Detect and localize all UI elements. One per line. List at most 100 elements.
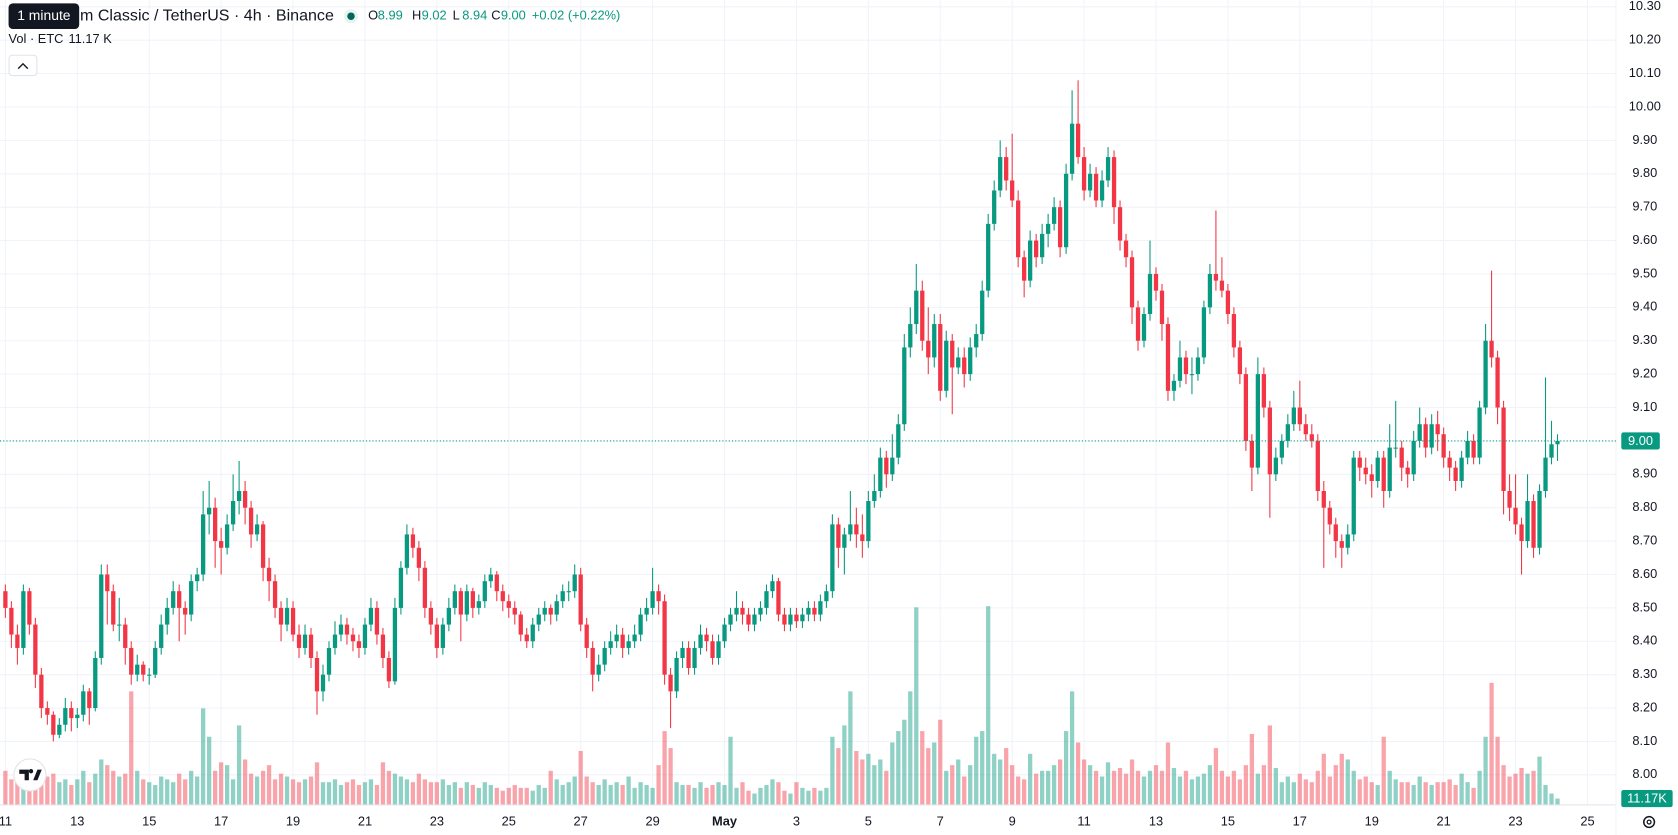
volume-bar: [932, 742, 937, 805]
candle-body: [135, 664, 140, 675]
candle-body: [356, 641, 362, 648]
volume-bar: [45, 776, 50, 805]
price-pane: [3, 80, 1560, 742]
candle-body: [812, 607, 817, 615]
candle-body: [1537, 491, 1542, 548]
candle-body: [1243, 374, 1249, 441]
volume-bar: [1399, 782, 1404, 805]
volume-bar: [1477, 770, 1482, 805]
y-tick-label: 8.90: [1632, 466, 1657, 481]
logo-circle[interactable]: [13, 758, 47, 792]
logo-dot[interactable]: [28, 769, 34, 774]
volume-bar: [266, 765, 272, 805]
candle-body: [1351, 457, 1356, 535]
candle-body: [830, 524, 835, 592]
candle-body: [1417, 424, 1422, 441]
volume-bar: [920, 731, 925, 805]
volume-bar: [1321, 753, 1326, 805]
candle-body: [326, 647, 332, 675]
candle-body: [230, 501, 236, 525]
candle-body: [224, 524, 230, 548]
volume-bar: [830, 736, 835, 805]
volume-bar: [944, 770, 949, 805]
candle-body: [248, 507, 254, 535]
candle-body: [1225, 290, 1231, 315]
volume-bar: [1297, 773, 1302, 805]
candle-body: [314, 657, 320, 692]
candle-body: [1441, 434, 1446, 458]
candle-body: [1087, 173, 1093, 191]
collapse-button-frame[interactable]: [8, 54, 38, 77]
candle-body: [632, 634, 637, 642]
volume-bar: [590, 782, 595, 805]
candle-body: [470, 591, 475, 608]
candle-body: [650, 591, 655, 608]
candle-body: [1549, 444, 1554, 458]
candle-body: [710, 641, 715, 658]
candle-body: [242, 491, 248, 508]
volume-bar: [326, 782, 332, 805]
symbol-title: Ethereum Classic / TetherUS · 4h · Binan…: [24, 6, 334, 24]
volume-bar: [632, 787, 637, 805]
volume-bar: [644, 785, 649, 805]
candle-body: [1531, 501, 1536, 548]
candle-body: [890, 457, 895, 475]
candle-body: [938, 324, 943, 391]
candle-body: [218, 541, 224, 548]
settings-hub[interactable]: [1646, 819, 1652, 825]
volume-bar: [1333, 765, 1338, 805]
candle-body: [1327, 507, 1332, 525]
candle-body: [99, 574, 104, 658]
candle-body: [386, 657, 392, 682]
volume-bar: [1369, 782, 1374, 805]
candle-body: [494, 574, 499, 592]
collapse-button[interactable]: [8, 54, 38, 77]
volume-bar: [308, 776, 314, 805]
candle-body: [1123, 240, 1129, 258]
collapse-icon[interactable]: [17, 62, 29, 70]
volume-bar: [470, 785, 475, 805]
candle-body: [1297, 407, 1302, 425]
x-tick-label: 3: [793, 813, 800, 828]
volume-bar: [1129, 759, 1135, 805]
settings-button[interactable]: [1643, 815, 1656, 829]
volume-bar: [1105, 762, 1111, 805]
volume-bar: [159, 776, 164, 805]
settings-gear[interactable]: [1643, 815, 1656, 829]
volume-bar: [183, 779, 188, 805]
volume-bar: [956, 759, 961, 805]
candle-body: [284, 607, 290, 625]
candle-body: [518, 614, 523, 635]
volume-bar: [1543, 785, 1548, 805]
volume-bar: [914, 607, 919, 805]
volume-bar: [560, 785, 565, 805]
candle-body: [87, 691, 92, 709]
candle-body: [1135, 307, 1141, 341]
volume-bar: [1315, 770, 1320, 805]
candle-body: [1141, 314, 1147, 341]
candle-body: [1165, 324, 1171, 391]
candle-body: [1471, 440, 1476, 458]
volume-bar: [87, 782, 92, 805]
volume-bar: [758, 787, 763, 805]
volume-bar: [1273, 767, 1278, 805]
logo-mark[interactable]: [19, 769, 42, 781]
candle-body: [1099, 180, 1105, 201]
volume-bar: [998, 759, 1003, 805]
volume-bar: [218, 762, 224, 805]
candle-body: [362, 624, 368, 648]
legend-value: 9.00: [501, 8, 526, 23]
candle-body: [932, 324, 937, 358]
tradingview-logo[interactable]: [13, 758, 47, 792]
candle-body: [1489, 340, 1494, 358]
candle-body: [818, 601, 823, 615]
candle-body: [344, 624, 350, 635]
candle-body: [1309, 434, 1314, 441]
volume-bar: [1267, 725, 1272, 805]
volume-bar: [1213, 748, 1219, 805]
x-tick-label: 19: [286, 813, 300, 828]
candle-body: [704, 634, 709, 642]
volume-bar: [195, 776, 200, 805]
candle-body: [111, 591, 116, 625]
